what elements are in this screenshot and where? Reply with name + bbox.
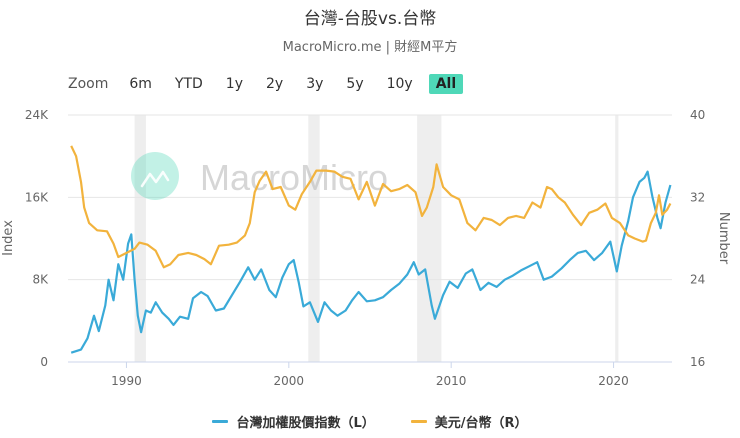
range-button-6m[interactable]: 6m	[129, 76, 152, 92]
recession-band	[308, 115, 320, 362]
y-right-tick: 24	[690, 273, 705, 287]
y-right-tick: 40	[690, 108, 705, 122]
legend: 台灣加權股價指數（L） 美元/台幣（R）	[0, 412, 740, 431]
y-right-tick: 32	[690, 190, 705, 204]
watermark-logo-icon	[131, 152, 179, 200]
y-axis-left-title: Index	[1, 220, 16, 256]
zoom-label: Zoom	[68, 76, 109, 92]
watermark-text: MacroMicro	[200, 157, 388, 198]
gridlines	[68, 114, 672, 363]
legend-item-usdtwd[interactable]: 美元/台幣（R）	[410, 412, 528, 431]
chart-subtitle: MacroMicro.me | 財經M平方	[282, 40, 458, 55]
y-right-tick: 16	[690, 355, 705, 369]
series-line-usdtwd	[70, 145, 672, 269]
watermark: MacroMicro	[131, 152, 388, 200]
watermark-logo-chart-icon	[140, 170, 170, 188]
y-left-tick: 24K	[25, 108, 49, 122]
x-tick: 1990	[111, 374, 142, 388]
legend-swatch-usdtwd	[410, 420, 427, 423]
series-lines	[70, 145, 672, 354]
legend-swatch-taiex	[212, 420, 229, 423]
legend-label-taiex: 台灣加權股價指數（L）	[236, 416, 375, 431]
recession-bands	[134, 115, 619, 362]
y-left-tick: 0	[40, 355, 48, 369]
range-button-3y[interactable]: 3y	[306, 76, 324, 92]
range-button-10y[interactable]: 10y	[386, 76, 413, 92]
range-button-2y[interactable]: 2y	[266, 76, 284, 92]
range-button-ytd[interactable]: YTD	[174, 76, 203, 92]
series-line-taiex	[70, 170, 672, 354]
recession-band	[417, 115, 442, 362]
recession-band	[615, 115, 619, 362]
y-left-tick: 16K	[25, 190, 49, 204]
range-button-all[interactable]: All	[428, 74, 464, 94]
x-tick: 2010	[436, 374, 467, 388]
axes: 0 16 8K 24 16K 32 24K 40 1990 2000 2010 2020	[25, 108, 705, 388]
recession-band	[134, 115, 146, 362]
range-button-1y[interactable]: 1y	[225, 76, 243, 92]
x-tick: 2020	[598, 374, 629, 388]
legend-label-usdtwd: 美元/台幣（R）	[434, 416, 528, 431]
chart-title: 台灣-台股vs.台幣	[303, 9, 437, 29]
legend-item-taiex[interactable]: 台灣加權股價指數（L）	[212, 412, 375, 431]
x-tick: 2000	[274, 374, 305, 388]
range-selector: Zoom 6m YTD 1y 2y 3y 5y 10y All	[68, 74, 472, 94]
range-button-5y[interactable]: 5y	[346, 76, 364, 92]
y-left-tick: 8K	[32, 273, 49, 287]
y-axis-right-title: Number	[716, 212, 731, 265]
